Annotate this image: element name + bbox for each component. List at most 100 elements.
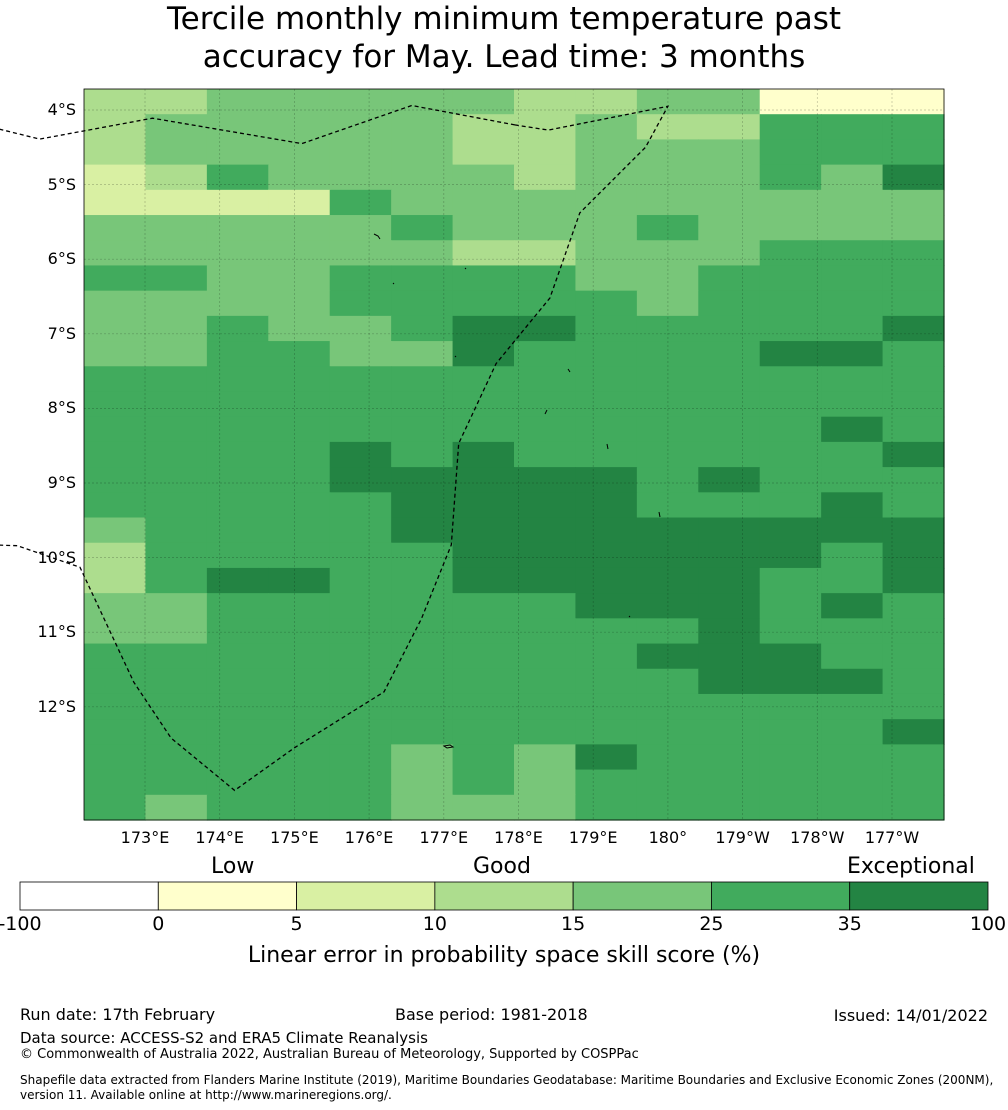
island-mark [464, 267, 467, 270]
grid-cell [391, 315, 454, 342]
grid-cell [329, 467, 392, 493]
grid-cell [882, 744, 945, 771]
grid-cell [698, 416, 761, 443]
grid-cell [759, 593, 822, 619]
grid-cell [882, 668, 945, 695]
longitude-label: 173°E [120, 828, 170, 847]
colorbar [19, 881, 989, 911]
grid-cell [636, 391, 699, 418]
colorbar-tick-label: 5 [290, 913, 303, 935]
grid-cell [698, 769, 761, 796]
colorbar-tick-label: 15 [561, 913, 586, 935]
grid-cell [206, 542, 269, 569]
issued-date: Issued: 14/01/2022 [833, 1006, 988, 1025]
grid-cell [268, 139, 331, 166]
grid-cell [145, 744, 208, 771]
grid-cell [698, 517, 761, 544]
grid-cell [636, 215, 699, 241]
grid-cell [391, 618, 454, 645]
grid-cell [759, 114, 822, 141]
grid-cell [636, 668, 699, 695]
grid-cell [452, 719, 515, 745]
island-mark [658, 511, 661, 518]
grid-cell [759, 744, 822, 771]
grid-cell [575, 567, 638, 594]
grid-cell [268, 265, 331, 292]
grid-cell [206, 416, 269, 443]
grid-cell [452, 366, 515, 393]
grid-cell [391, 593, 454, 619]
grid-cell [329, 366, 392, 393]
grid-cell [821, 618, 884, 645]
grid-cell [268, 492, 331, 519]
grid-cell [206, 139, 269, 166]
grid-cell [698, 240, 761, 267]
grid-cell [206, 315, 269, 342]
grid-cell [84, 114, 147, 141]
latitude-label: 11°S [37, 622, 76, 642]
grid-cell [84, 89, 147, 115]
grid-cell [452, 189, 515, 216]
grid-cell [84, 719, 147, 745]
grid-cell [452, 341, 515, 367]
grid-cell [84, 492, 147, 519]
grid-cell [145, 189, 208, 216]
grid-cell [514, 618, 577, 645]
grid-cell [206, 492, 269, 519]
grid-cell [514, 668, 577, 695]
grid-cell [206, 643, 269, 670]
grid-cell [514, 567, 577, 594]
grid-cell [882, 567, 945, 594]
island-mark [544, 409, 548, 415]
graticule [84, 89, 944, 820]
grid-cell [698, 542, 761, 569]
grid-cell [452, 139, 515, 166]
grid-cell [145, 315, 208, 342]
grid-cell [821, 215, 884, 241]
grid-cell [391, 643, 454, 670]
grid-cell [329, 315, 392, 342]
grid-cell [145, 416, 208, 443]
grid-cell [821, 290, 884, 317]
grid-cell [329, 542, 392, 569]
grid-cell [821, 794, 884, 821]
grid-cell [206, 391, 269, 418]
grid-cell [759, 567, 822, 594]
grid-cell [882, 719, 945, 745]
grid-cell [84, 467, 147, 493]
grid-cell [882, 492, 945, 519]
grid-cell [882, 618, 945, 645]
map-border [83, 88, 945, 821]
grid-cell [636, 492, 699, 519]
grid-cell [636, 593, 699, 619]
colorbar-category-good: Good [473, 854, 531, 879]
grid-cell [821, 366, 884, 393]
grid-cell [329, 794, 392, 821]
grid-cell [84, 139, 147, 166]
grid-cell [145, 567, 208, 594]
grid-cell [698, 189, 761, 216]
grid-cell [636, 517, 699, 544]
colorbar-segment [157, 881, 297, 911]
grid-cell [145, 492, 208, 519]
longitude-label: 175°E [270, 828, 319, 847]
grid-cell [575, 391, 638, 418]
grid-cell [329, 517, 392, 544]
grid-cell [329, 189, 392, 216]
colorbar-label: Linear error in probability space skill … [247, 943, 761, 968]
grid-cell [882, 517, 945, 544]
grid-cell [391, 341, 454, 367]
colorbar-segment [296, 881, 436, 911]
grid-cell [84, 341, 147, 367]
grid-cell [514, 719, 577, 745]
grid-cell [821, 492, 884, 519]
grid-cell [514, 215, 577, 241]
grid-cell [268, 341, 331, 367]
grid-cell [759, 643, 822, 670]
grid-cell [84, 240, 147, 267]
grid-cell [698, 744, 761, 771]
grid-cell [575, 341, 638, 367]
grid-cell [145, 164, 208, 191]
grid-cell [882, 189, 945, 216]
grid-cell [698, 366, 761, 393]
